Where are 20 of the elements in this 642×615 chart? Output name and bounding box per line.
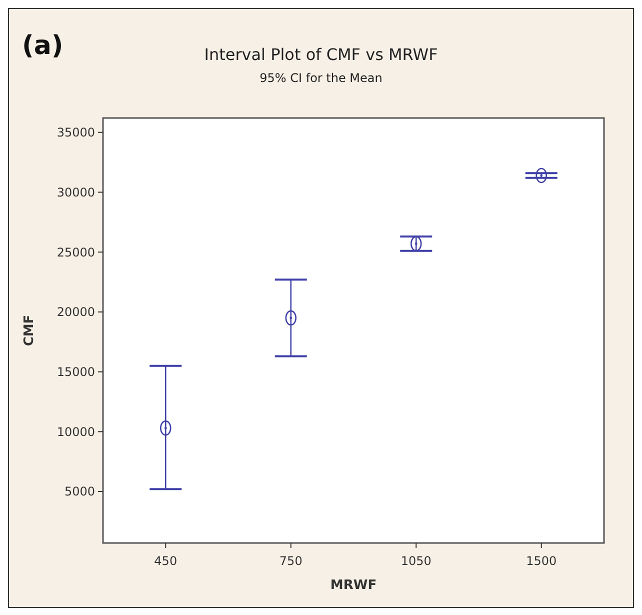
y-tick-label: 20000 [56,305,95,320]
y-axis-title: CMF [22,314,37,346]
x-tick-label: 1050 [400,554,432,568]
y-tick-label: 35000 [56,126,95,140]
point [410,236,422,252]
y-tick-label: 25000 [56,245,95,260]
chart-subtitle: 95% CI for the Mean [260,71,382,85]
chart-title: Interval Plot of CMF vs MRWF [204,45,438,64]
y-tick-label: 10000 [56,424,95,439]
point [536,168,548,184]
y-tick-label: 30000 [56,185,95,200]
point [285,310,297,326]
x-tick-label: 450 [154,554,178,568]
point [160,420,172,436]
x-tick-label: 1500 [526,554,557,568]
y-tick-label: 5000 [64,484,95,499]
text: (a) [22,31,64,61]
x-axis-title: MRWF [330,578,377,593]
y-tick-label: 15000 [56,365,95,380]
x-tick-label: 750 [279,554,302,568]
